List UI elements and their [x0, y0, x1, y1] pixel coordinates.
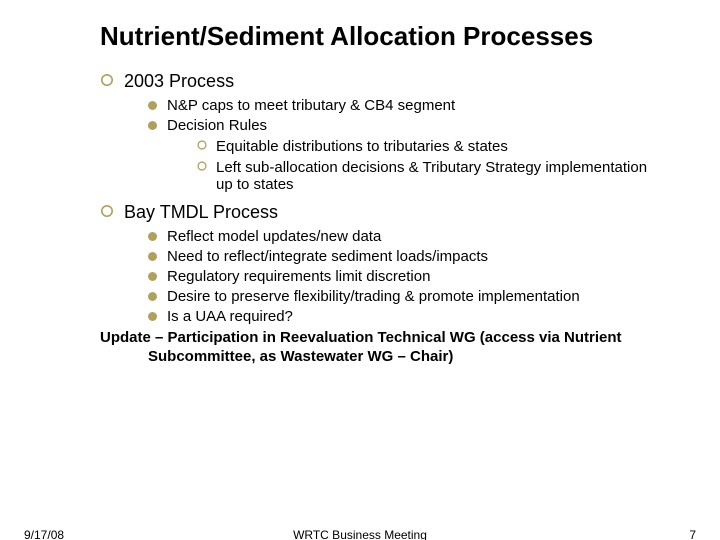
bullet-np-caps: N&P caps to meet tributary & CB4 segment: [148, 96, 660, 114]
bullet-text: N&P caps to meet tributary & CB4 segment: [167, 97, 455, 114]
slide: Nutrient/Sediment Allocation Processes 2…: [0, 0, 720, 540]
bullet-text: Desire to preserve flexibility/trading &…: [167, 288, 580, 305]
subbullet-text: Equitable distributions to tributaries &…: [216, 138, 508, 155]
disc-icon: [148, 252, 157, 261]
bullet-desire-preserve: Desire to preserve flexibility/trading &…: [148, 287, 660, 305]
update-note: Update – Participation in Reevaluation T…: [148, 329, 660, 367]
circle-open-icon: [196, 139, 208, 151]
bullet-text: Reflect model updates/new data: [167, 228, 381, 245]
bullet-reflect-model: Reflect model updates/new data: [148, 227, 660, 245]
bullet-regulatory: Regulatory requirements limit discretion: [148, 267, 660, 285]
bullet-text: Is a UAA required?: [167, 308, 293, 325]
circle-open-icon: [100, 204, 114, 218]
disc-icon: [148, 232, 157, 241]
bullet-text: Regulatory requirements limit discretion: [167, 268, 430, 285]
circle-open-icon: [196, 160, 208, 172]
disc-icon: [148, 272, 157, 281]
disc-icon: [148, 292, 157, 301]
disc-icon: [148, 101, 157, 110]
bullet-text: Need to reflect/integrate sediment loads…: [167, 248, 488, 265]
bullet-decision-rules: Decision Rules: [148, 116, 660, 134]
disc-icon: [148, 312, 157, 321]
slide-title: Nutrient/Sediment Allocation Processes: [100, 22, 660, 52]
section-2003: 2003 Process: [100, 70, 660, 92]
bullet-uaa: Is a UAA required?: [148, 307, 660, 325]
section-label: 2003 Process: [124, 71, 234, 92]
footer-page-number: 7: [689, 528, 696, 540]
section-bay-tmdl: Bay TMDL Process: [100, 201, 660, 223]
bullet-text: Decision Rules: [167, 117, 267, 134]
subbullet-left-suballocation: Left sub-allocation decisions & Tributar…: [196, 157, 660, 193]
subbullet-equitable: Equitable distributions to tributaries &…: [196, 136, 660, 155]
bullet-need-reflect: Need to reflect/integrate sediment loads…: [148, 247, 660, 265]
disc-icon: [148, 121, 157, 130]
circle-open-icon: [100, 73, 114, 87]
subbullet-text: Left sub-allocation decisions & Tributar…: [216, 159, 660, 193]
section-label: Bay TMDL Process: [124, 202, 278, 223]
footer-center: WRTC Business Meeting: [0, 528, 720, 540]
